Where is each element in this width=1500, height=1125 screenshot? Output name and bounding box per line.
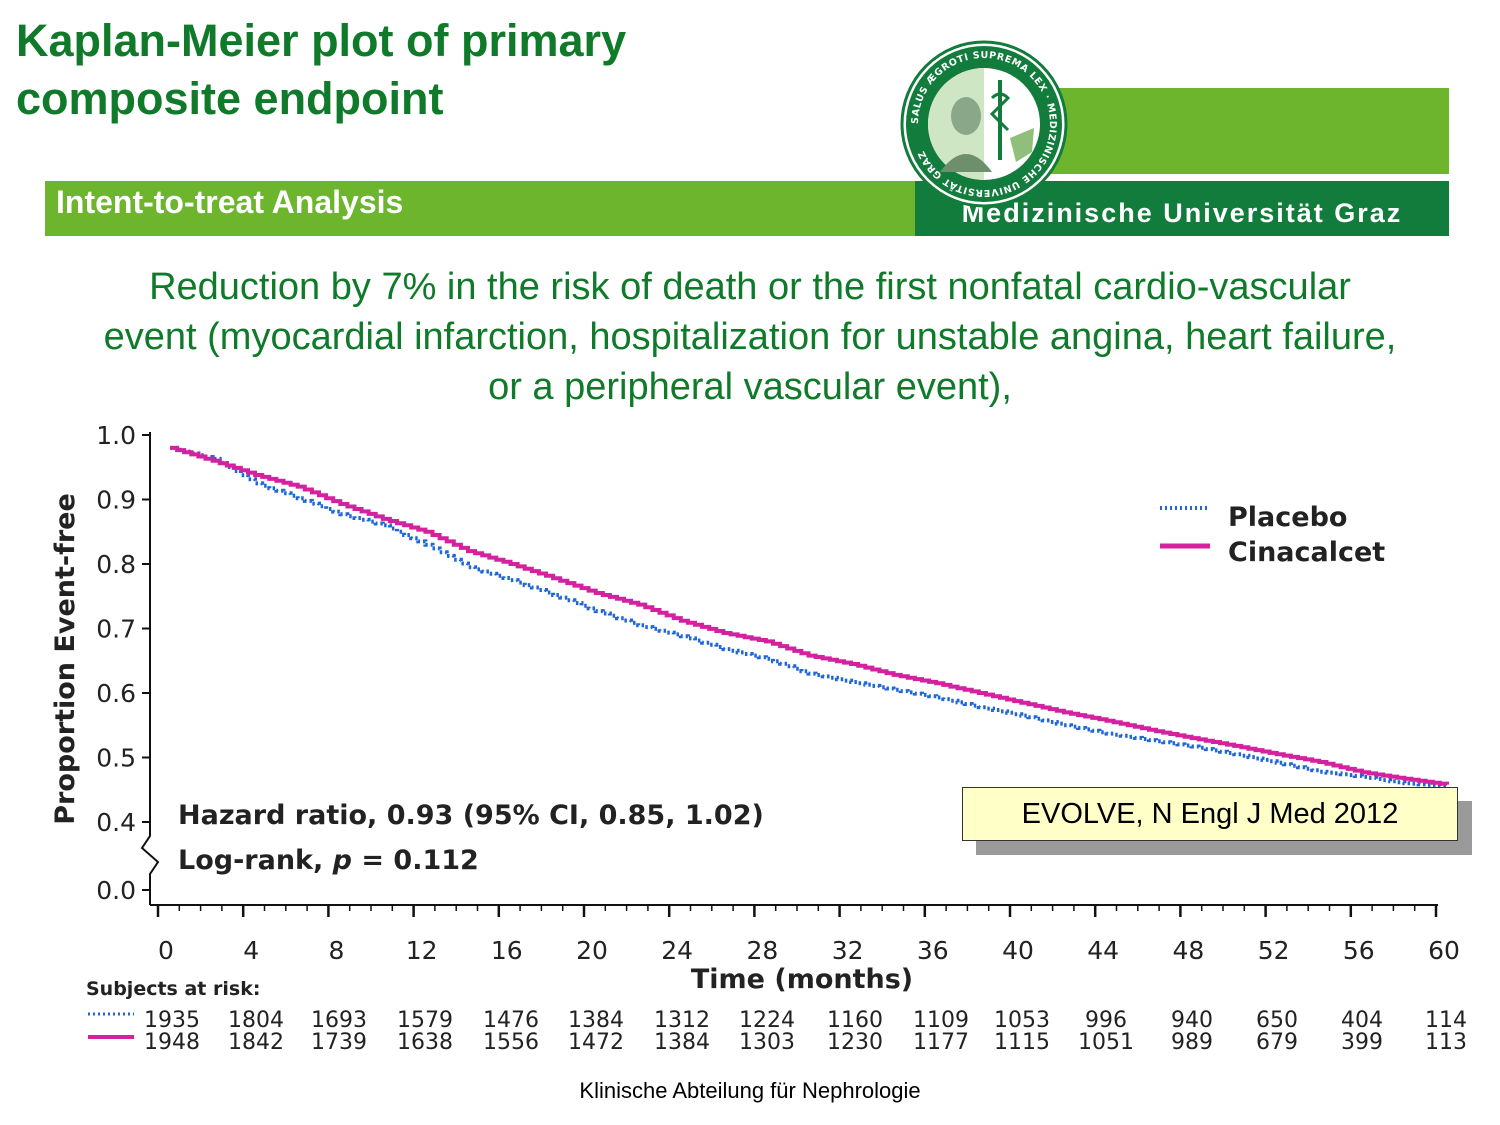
risk-count-placebo: 650: [1256, 1008, 1298, 1033]
description-line-3: or a peripheral vascular event),: [488, 366, 1012, 408]
series-line-cinacalcet: [170, 445, 1449, 786]
risk-count-placebo: 1053: [994, 1008, 1050, 1033]
y-axis-label: Proportion Event-free: [50, 493, 81, 825]
risk-count-placebo: 1160: [827, 1008, 883, 1033]
x-tick-label: 8: [328, 936, 344, 965]
university-seal-logo: SALUS ÆGROTI SUPREMA LEX · MEDIZINISCHE …: [900, 40, 1068, 208]
logrank-value: = 0.112: [352, 845, 479, 876]
description: Reduction by 7% in the risk of death or …: [20, 262, 1480, 412]
risk-count-placebo: 1579: [397, 1008, 453, 1033]
x-tick-label: 60: [1428, 936, 1460, 965]
logrank-label: Log-rank, p = 0.112: [178, 845, 479, 876]
kaplan-meier-chart: 0.00.40.50.60.70.80.91.0 0 4 8 12 16 20 24 28 32…: [50, 421, 1467, 1055]
x-tick-label: 40: [1002, 936, 1034, 965]
x-tick-label: 32: [832, 936, 864, 965]
risk-table: Subjects at risk: 1935 1804 1693 1579 1476 13…: [86, 978, 1467, 1055]
risk-table-title: Subjects at risk:: [86, 978, 260, 1000]
risk-count-cinacalcet: 113: [1425, 1030, 1467, 1055]
risk-count-placebo: 1476: [483, 1008, 539, 1033]
footer-department: Klinische Abteilung für Nephrologie: [579, 1078, 921, 1103]
y-axis: 0.0 0.4 0.5 0.6 0.7 0.8 0.9 1.0: [96, 421, 160, 905]
title-line-2: composite endpoint: [16, 73, 444, 124]
y-tick-label: 1.0: [96, 421, 136, 450]
university-name: Medizinische Universität Graz: [961, 198, 1403, 228]
subtitle-band: [45, 181, 915, 236]
risk-count-placebo: 1935: [144, 1008, 200, 1033]
y-axis-line: [140, 432, 160, 905]
risk-count-placebo: 1312: [654, 1008, 710, 1033]
risk-count-cinacalcet: 1051: [1078, 1030, 1134, 1055]
portrait-body-icon: [940, 154, 992, 172]
risk-count-cinacalcet: 1384: [654, 1030, 710, 1055]
risk-count-placebo: 1804: [228, 1008, 284, 1033]
legend-label-placebo: Placebo: [1228, 502, 1347, 533]
risk-count-cinacalcet: 1638: [397, 1030, 453, 1055]
x-tick-label: 16: [491, 936, 523, 965]
subtitle: Intent-to-treat Analysis: [56, 184, 404, 220]
description-line-2: event (myocardial infarction, hospitaliz…: [103, 316, 1397, 358]
risk-count-cinacalcet: 1177: [913, 1030, 969, 1055]
risk-count-cinacalcet: 1948: [144, 1030, 200, 1055]
risk-count-cinacalcet: 679: [1256, 1030, 1298, 1055]
logrank-prefix: Log-rank,: [178, 845, 333, 876]
citation-box: EVOLVE, N Engl J Med 2012: [962, 787, 1458, 841]
panther-crest-icon: [1010, 128, 1034, 162]
title-line-1: Kaplan-Meier plot of primary: [16, 15, 627, 66]
x-tick-label: 4: [243, 936, 259, 965]
risk-count-placebo: 1693: [311, 1008, 367, 1033]
risk-count-cinacalcet: 1230: [827, 1030, 883, 1055]
series-line-placebo: [170, 445, 1449, 788]
citation-text: EVOLVE, N Engl J Med 2012: [1021, 797, 1399, 830]
x-tick-label: 44: [1087, 936, 1119, 965]
legend-label-cinacalcet: Cinacalcet: [1228, 537, 1385, 568]
y-tick-label: 0.8: [96, 550, 136, 579]
portrait-head-icon: [951, 97, 981, 135]
description-line-1: Reduction by 7% in the risk of death or …: [149, 266, 1351, 308]
risk-count-cinacalcet: 1115: [994, 1030, 1050, 1055]
risk-count-placebo: 996: [1085, 1008, 1127, 1033]
x-tick-label: 28: [746, 936, 778, 965]
x-tick-label: 20: [576, 936, 608, 965]
y-tick-label: 0.4: [96, 808, 136, 837]
survival-curves: [170, 445, 1449, 788]
legend: Placebo Cinacalcet: [1160, 502, 1385, 568]
header-green-band: [1000, 88, 1449, 174]
x-axis: 0 4 8 12 16 20 24 28 32 36 40 44 48 52 56 60: [150, 904, 1460, 965]
risk-count-placebo: 1109: [913, 1008, 969, 1033]
risk-count-placebo: 404: [1341, 1008, 1383, 1033]
risk-count-cinacalcet: 989: [1171, 1030, 1213, 1055]
x-tick-label: 56: [1343, 936, 1375, 965]
risk-count-cinacalcet: 1472: [568, 1030, 624, 1055]
risk-count-cinacalcet: 399: [1341, 1030, 1383, 1055]
y-tick-label: 0.7: [96, 615, 136, 644]
risk-count-placebo: 940: [1171, 1008, 1213, 1033]
logrank-p-symbol: p: [332, 845, 352, 876]
serpent-icon: [989, 92, 1011, 132]
x-tick-label: 12: [406, 936, 438, 965]
x-tick-label: 36: [917, 936, 949, 965]
risk-count-cinacalcet: 1842: [228, 1030, 284, 1055]
risk-count-cinacalcet: 1556: [483, 1030, 539, 1055]
risk-count-placebo: 114: [1425, 1008, 1467, 1033]
slide-title: Kaplan-Meier plot of primary composite e…: [16, 12, 836, 128]
x-tick-label: 24: [661, 936, 693, 965]
hazard-ratio-label: Hazard ratio, 0.93 (95% CI, 0.85, 1.02): [178, 800, 764, 831]
x-tick-label: 48: [1172, 936, 1204, 965]
x-axis-label: Time (months): [691, 964, 913, 995]
risk-count-cinacalcet: 1303: [739, 1030, 795, 1055]
x-tick-label: 0: [158, 936, 174, 965]
risk-count-placebo: 1224: [739, 1008, 795, 1033]
y-tick-label: 0.5: [96, 744, 136, 773]
risk-count-cinacalcet: 1739: [311, 1030, 367, 1055]
risk-count-placebo: 1384: [568, 1008, 624, 1033]
y-tick-label: 0.9: [96, 486, 136, 515]
y-tick-label: 0.0: [96, 876, 136, 905]
y-tick-label: 0.6: [96, 679, 136, 708]
x-tick-label: 52: [1258, 936, 1290, 965]
